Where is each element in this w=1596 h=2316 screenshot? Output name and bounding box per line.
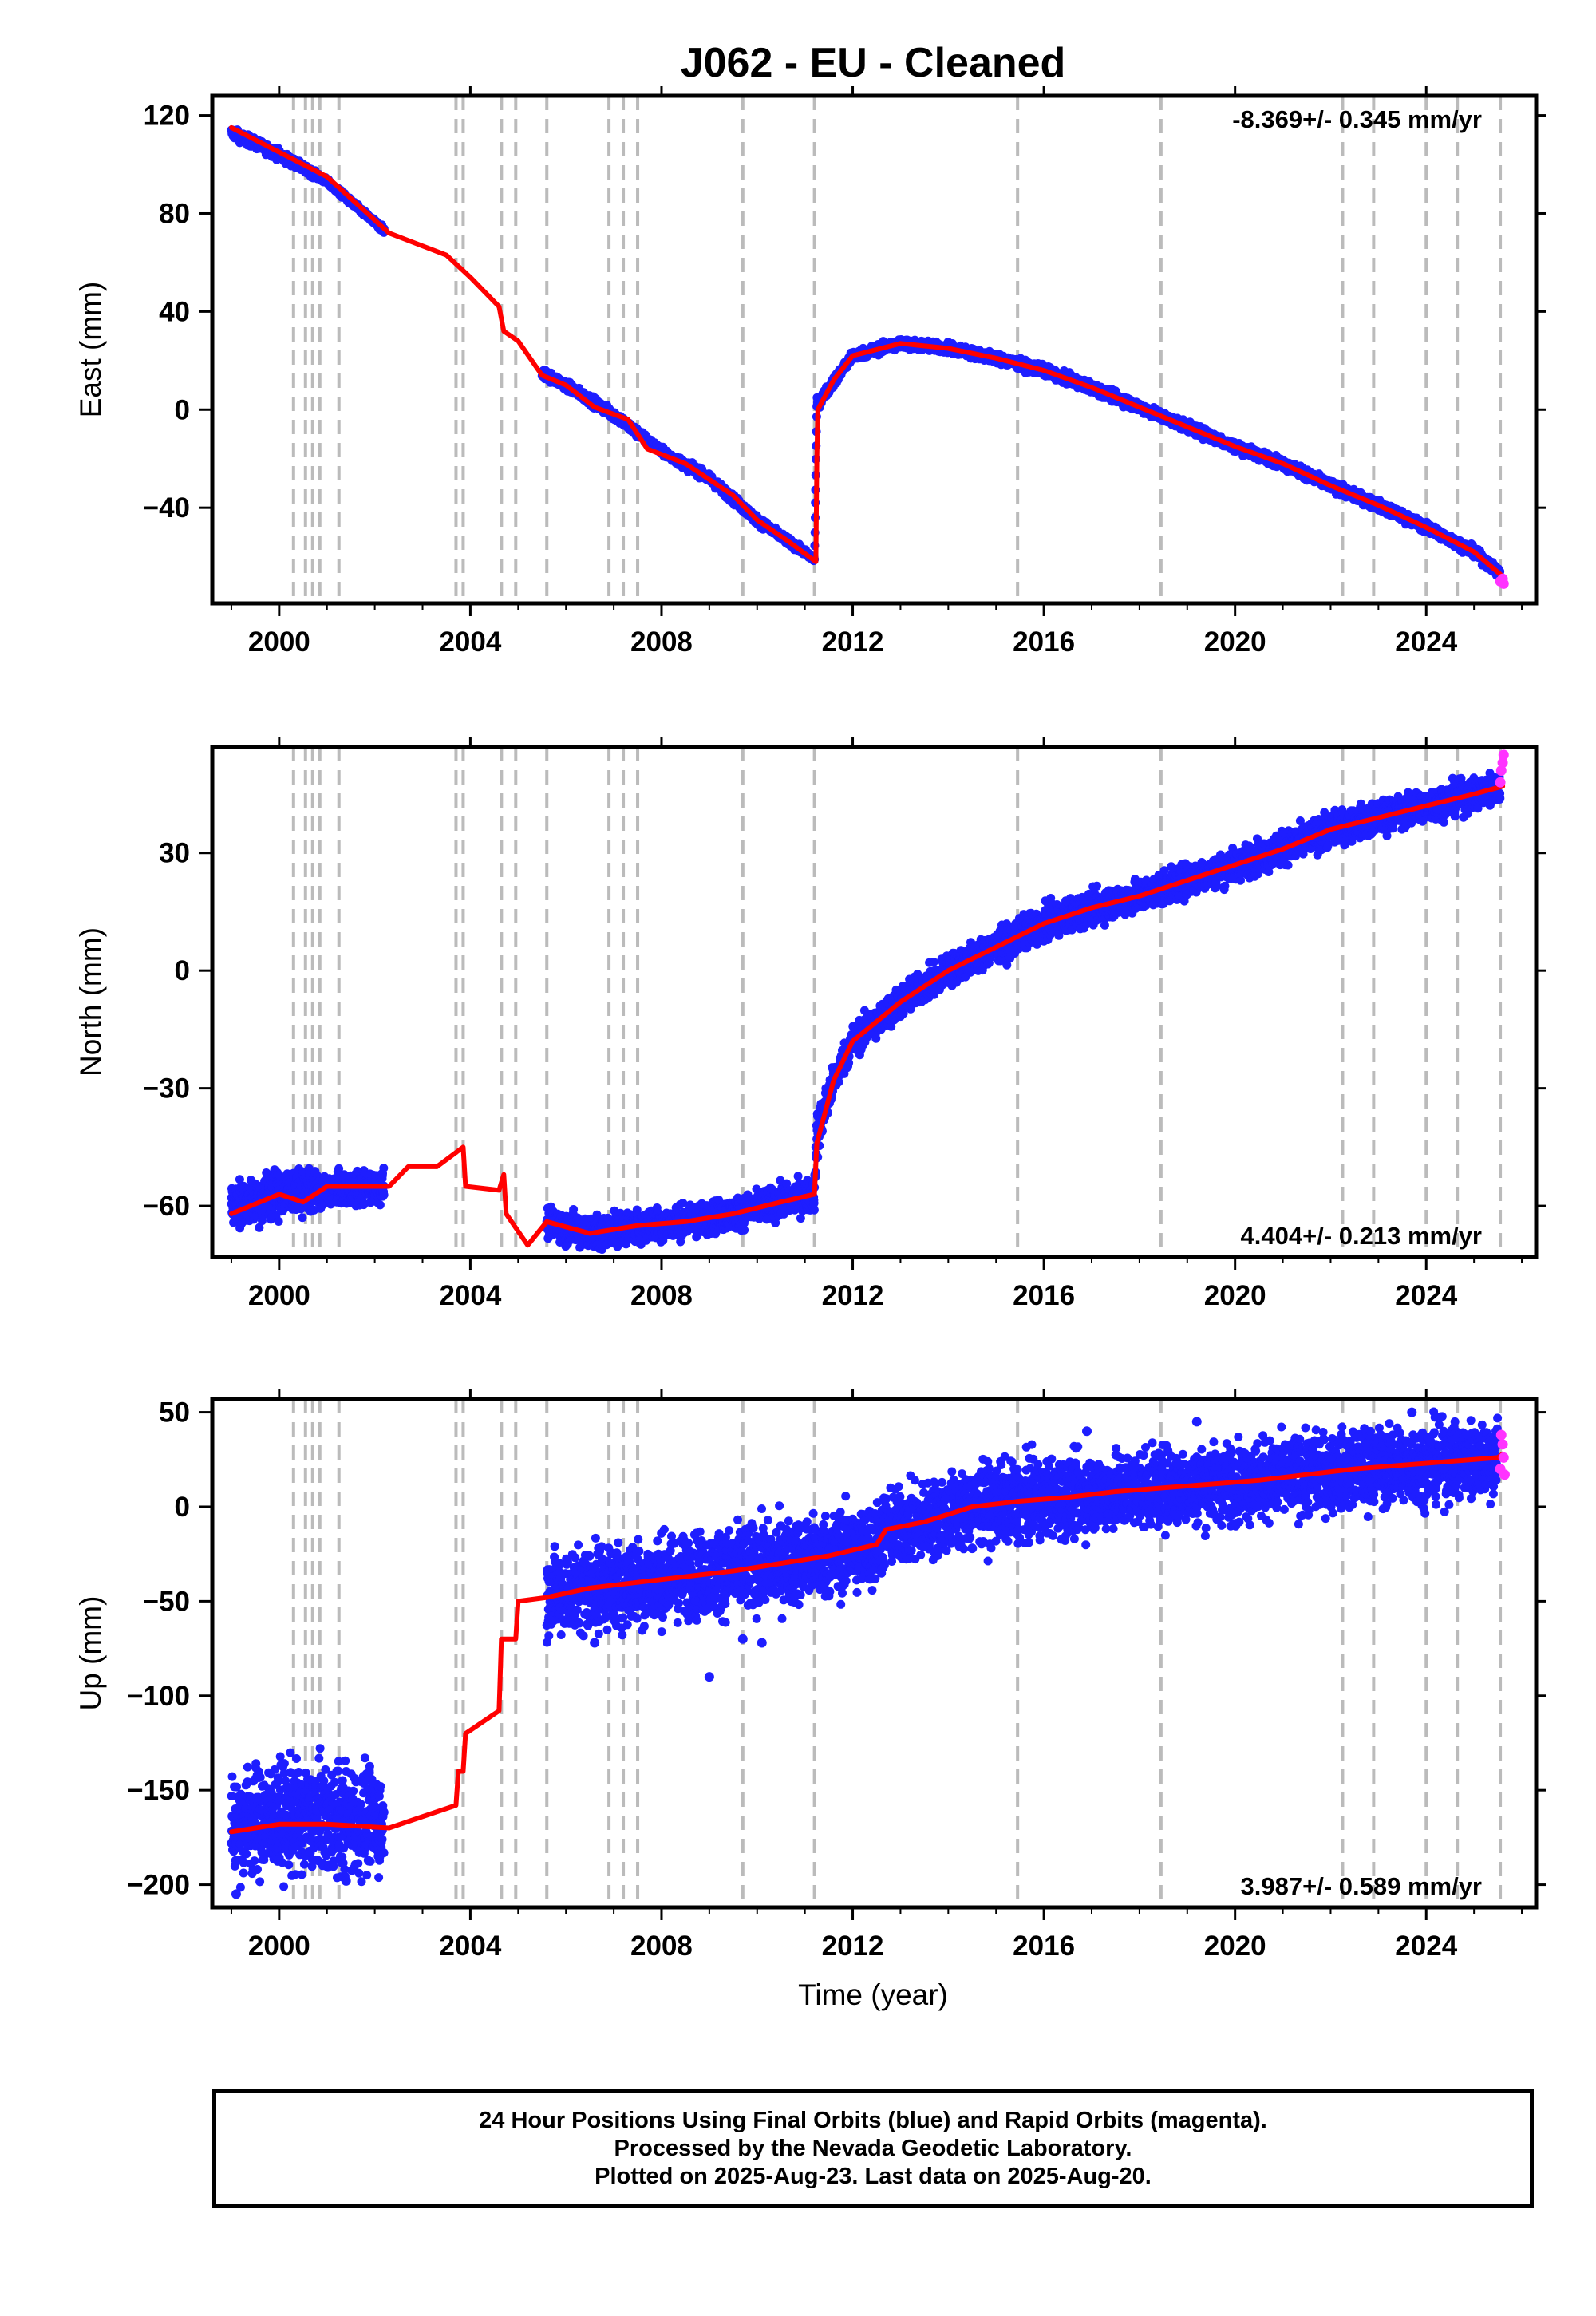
figure-title: J062 - EU - Cleaned bbox=[681, 40, 1066, 86]
east-plot-area bbox=[227, 96, 1509, 603]
east-panel: 2000 2004 2008 2012 2016 2020 2024−4004080120E… bbox=[74, 86, 1546, 658]
